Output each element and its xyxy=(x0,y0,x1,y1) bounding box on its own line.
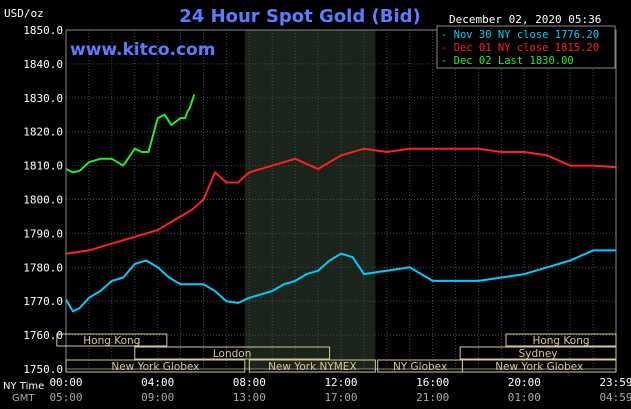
legend-item: - Nov 30 NY close 1776.20 xyxy=(441,29,599,41)
y-tick-label: 1840.0 xyxy=(23,58,63,71)
legend-item: - Dec 02 Last 1830.00 xyxy=(441,55,574,67)
series-line-2 xyxy=(65,94,196,174)
x-tick-ny: 00:00 xyxy=(49,376,82,389)
session-label: Hong Kong xyxy=(83,335,140,347)
session-box xyxy=(56,333,168,347)
chart-title: 24 Hour Spot Gold (Bid) xyxy=(179,6,420,27)
series-line-1 xyxy=(65,147,616,255)
x-row-label-gmt: GMT xyxy=(12,393,35,404)
y-tick-label: 1830.0 xyxy=(23,92,63,105)
x-tick-ny: 04:00 xyxy=(141,376,174,389)
x-tick-gmt: 05:00 xyxy=(49,391,82,404)
x-tick-ny: 16:00 xyxy=(416,376,449,389)
legend-box xyxy=(436,25,616,69)
legend-item: - Dec 01 NY close 1815.20 xyxy=(441,42,599,54)
x-tick-gmt: 17:00 xyxy=(324,391,357,404)
session-label: New York Globex xyxy=(495,361,583,373)
x-tick-ny: 20:00 xyxy=(508,376,541,389)
y-tick-label: 1750.0 xyxy=(23,363,63,376)
y-tick-label: 1850.0 xyxy=(23,24,63,37)
y-tick-label: 1760.0 xyxy=(23,329,63,342)
x-tick-gmt: 04:59 xyxy=(599,391,631,404)
source-label: www.kitco.com xyxy=(70,40,215,60)
x-tick-ny: 08:00 xyxy=(233,376,266,389)
y-tick-label: 1810.0 xyxy=(23,160,63,173)
x-tick-gmt: 13:00 xyxy=(233,391,266,404)
chart-date: December 02, 2020 05:36 xyxy=(449,13,601,26)
session-box xyxy=(461,359,617,373)
y-tick-label: 1780.0 xyxy=(23,261,63,274)
x-tick-ny: 23:59 xyxy=(599,376,631,389)
session-box xyxy=(459,346,617,360)
y-axis-label: USD/oz xyxy=(4,7,44,20)
session-label: London xyxy=(213,348,252,360)
plot-frame xyxy=(65,29,617,370)
session-label: Hong Kong xyxy=(532,335,589,347)
session-box xyxy=(505,333,617,347)
series-line-0 xyxy=(65,249,616,313)
session-label: New York NYMEX xyxy=(268,361,357,373)
session-label: NY Globex xyxy=(393,361,447,373)
y-tick-label: 1790.0 xyxy=(23,227,63,240)
session-label: New York Globex xyxy=(111,361,199,373)
y-tick-label: 1820.0 xyxy=(23,126,63,139)
nymex-session-band xyxy=(244,30,376,369)
x-tick-gmt: 21:00 xyxy=(416,391,449,404)
y-tick-label: 1800.0 xyxy=(23,194,63,207)
x-tick-ny: 12:00 xyxy=(324,376,357,389)
session-box xyxy=(134,346,331,360)
y-tick-label: 1770.0 xyxy=(23,295,63,308)
session-box xyxy=(65,359,246,373)
x-tick-gmt: 01:00 xyxy=(508,391,541,404)
session-label: Sydney xyxy=(519,348,558,360)
session-box xyxy=(248,359,376,373)
x-row-label-ny: NY Time xyxy=(3,381,44,392)
x-tick-gmt: 09:00 xyxy=(141,391,174,404)
